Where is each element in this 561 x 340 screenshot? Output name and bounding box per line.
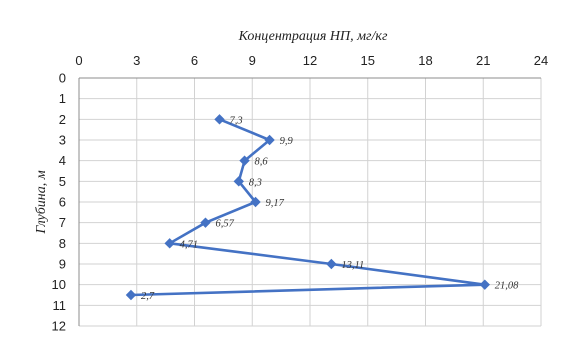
data-label: 8,3 [249,177,262,188]
label-layer: 7,3 9,9 8,6 8,3 9,17 6,57 4,71 13,11 21,08 2,7 [141,115,519,302]
y-tick-label: 2 [59,112,66,127]
x-tick-label: 21 [476,53,490,68]
data-label: 9,17 [266,198,285,209]
data-point-marker [233,176,244,187]
data-point-marker [214,114,225,125]
y-tick-label: 3 [59,133,66,148]
x-tick-label: 15 [361,53,375,68]
data-label: 9,9 [280,136,294,147]
y-tick-label: 9 [59,257,66,272]
x-tick-label: 18 [418,53,432,68]
data-label: 8,6 [255,157,269,168]
y-tick-label: 0 [59,71,66,86]
data-label: 21,08 [495,281,519,292]
data-label: 13,11 [341,260,364,271]
x-tick-label: 12 [303,53,317,68]
y-tick-label: 8 [59,236,66,251]
x-tick-label: 6 [191,53,198,68]
series-layer [125,114,490,301]
y-tick-label: 7 [59,215,66,230]
x-tick-label: 0 [75,53,82,68]
y-tick-label: 11 [53,298,67,313]
x-tick-label: 24 [534,53,548,68]
data-point-marker [326,258,337,270]
y-axis-title: Глубина, м [34,170,49,234]
y-tick-label: 1 [59,91,66,106]
data-point-marker [125,289,137,301]
y-tick-label: 5 [59,174,66,189]
x-axis-title: Концентрация НП, мг/кг [238,29,388,44]
y-tick-label: 10 [52,277,66,292]
series-line-0 [130,118,485,297]
y-tick-label: 12 [52,319,66,334]
data-label: 7,3 [230,115,243,126]
data-point-marker [164,238,175,249]
data-point-marker [200,217,211,228]
data-label: 4,71 [180,239,198,250]
data-point-marker [250,196,261,208]
y-tick-label: 4 [59,153,66,168]
data-point-marker [479,279,490,290]
y-tick-label: 6 [59,195,66,210]
data-point-marker [239,155,250,166]
data-label: 6,57 [215,219,234,230]
x-tick-label: 3 [133,53,140,68]
data-point-marker [264,134,275,146]
x-tick-label: 9 [249,53,256,68]
data-label: 2,7 [141,291,155,302]
